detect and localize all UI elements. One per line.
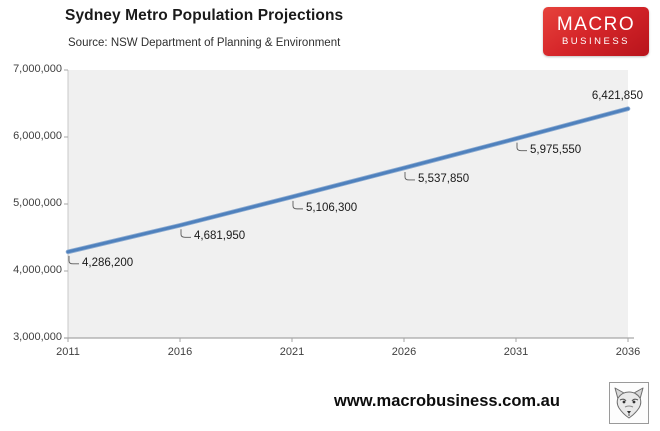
data-label: 5,537,850 bbox=[418, 172, 470, 185]
y-axis-tick-label: 5,000,000 bbox=[13, 197, 62, 209]
data-label-leader bbox=[180, 229, 191, 238]
logo-text-macro: MACRO bbox=[556, 14, 636, 35]
y-axis-tick-label: 6,000,000 bbox=[13, 130, 62, 142]
macrobusiness-logo: MACRO BUSINESS bbox=[543, 7, 649, 56]
x-axis-tick-label: 2021 bbox=[279, 346, 305, 358]
footer-url: www.macrobusiness.com.au bbox=[334, 392, 560, 410]
data-label-leader bbox=[404, 171, 415, 181]
data-label: 6,421,850 bbox=[591, 89, 643, 102]
y-axis-tick-label: 7,000,000 bbox=[13, 63, 62, 75]
x-axis-tick-label: 2036 bbox=[615, 346, 641, 358]
plot-area bbox=[68, 70, 628, 338]
x-axis-tick-label: 2026 bbox=[391, 346, 417, 358]
page-title: Sydney Metro Population Projections bbox=[65, 7, 344, 24]
data-label: 4,286,200 bbox=[82, 256, 134, 269]
data-label-leader bbox=[516, 142, 527, 152]
x-axis-tick-label: 2016 bbox=[167, 346, 193, 358]
y-axis-tick-label: 3,000,000 bbox=[13, 331, 62, 343]
logo-text-business: BUSINESS bbox=[561, 36, 631, 47]
data-label: 5,106,300 bbox=[306, 201, 358, 214]
data-label: 5,975,550 bbox=[530, 143, 582, 156]
chart-source-subtitle: Source: NSW Department of Planning & Env… bbox=[68, 37, 341, 49]
x-axis-tick-label: 2031 bbox=[503, 346, 529, 358]
wolf-logo bbox=[609, 382, 649, 424]
wolf-icon bbox=[614, 387, 644, 419]
series-line bbox=[66, 107, 630, 254]
data-label: 4,681,950 bbox=[194, 230, 246, 243]
y-axis-tick-label: 4,000,000 bbox=[13, 264, 62, 276]
data-label-leader bbox=[292, 200, 303, 210]
data-label-leader bbox=[68, 255, 79, 265]
x-axis-tick-label: 2011 bbox=[56, 346, 80, 358]
